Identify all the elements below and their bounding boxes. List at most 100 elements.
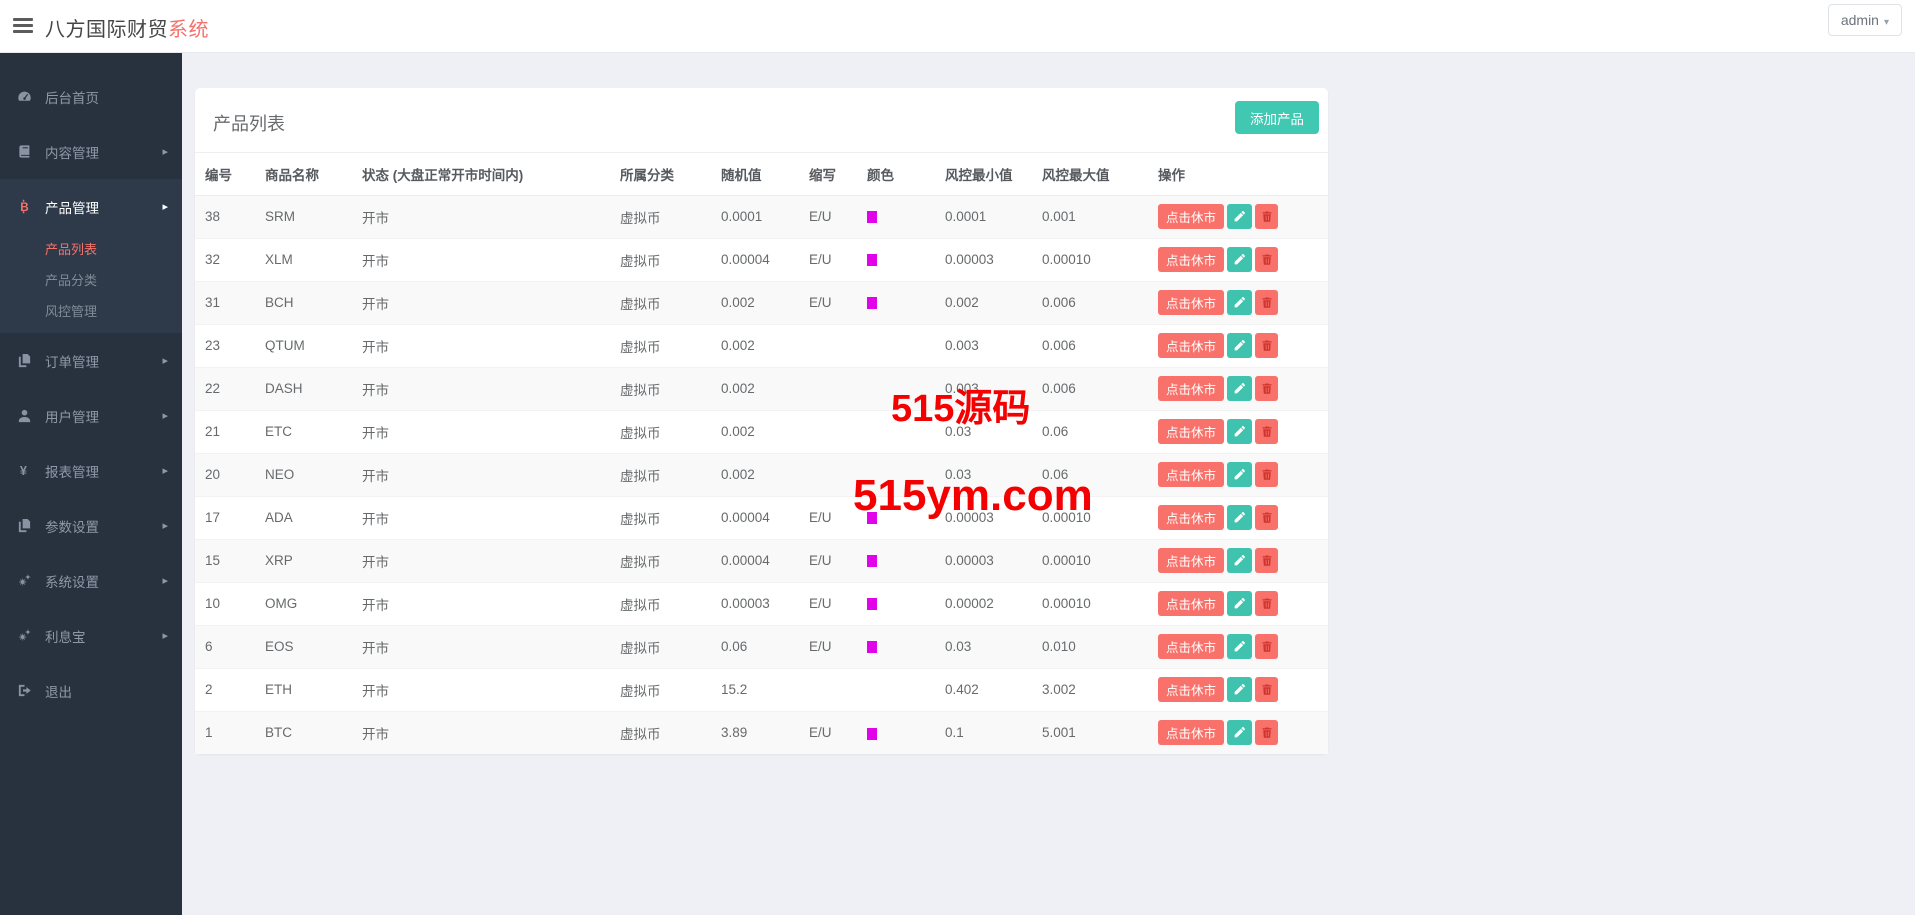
toggle-market-button[interactable]: 点击休市 [1158, 591, 1225, 616]
cell-id: 6 [195, 625, 255, 669]
table-row: 22 DASH 开市 虚拟币 0.002 0.003 0.006 点击休市 [195, 367, 1328, 411]
toggle-market-button[interactable]: 点击休市 [1158, 634, 1225, 659]
cell-random: 0.002 [711, 453, 799, 497]
cell-category: 虚拟币 [610, 625, 711, 669]
cell-category: 虚拟币 [610, 238, 711, 282]
cell-status: 开市 [352, 496, 610, 540]
cell-status: 开市 [352, 539, 610, 583]
column-header: 颜色 [857, 153, 935, 196]
delete-button[interactable] [1255, 290, 1279, 315]
cell-id: 17 [195, 496, 255, 540]
delete-button[interactable] [1255, 720, 1279, 746]
column-header: 操作 [1148, 153, 1328, 196]
delete-button[interactable] [1255, 634, 1279, 659]
cell-status: 开市 [352, 281, 610, 325]
sidebar-item-0[interactable]: 后台首页 [0, 69, 182, 124]
cell-status: 开市 [362, 726, 389, 742]
edit-button[interactable] [1227, 419, 1253, 444]
cell-id: 38 [195, 195, 255, 239]
edit-button[interactable] [1227, 376, 1253, 401]
delete-button[interactable] [1255, 591, 1279, 616]
toggle-market-button[interactable]: 点击休市 [1158, 333, 1225, 358]
sidebar-item-6[interactable]: 参数设置 ▸ [0, 498, 182, 553]
cell-max: 0.06 [1032, 453, 1148, 497]
sidebar-item-8[interactable]: 利息宝 ▸ [0, 608, 182, 663]
edit-button[interactable] [1227, 677, 1253, 702]
cell-actions: 点击休市 [1148, 539, 1328, 583]
sidebar-item-3[interactable]: 订单管理 ▸ [0, 333, 182, 388]
sidebar-item-4[interactable]: 用户管理 ▸ [0, 388, 182, 443]
cell-abbr: E/U [799, 539, 857, 583]
table-header-row: 编号 商品名称 状态 (大盘正常开市时间内) 所属分类 随机值 缩写 颜色 风控最小值 风控最大… [195, 153, 1328, 196]
delete-button[interactable] [1255, 548, 1279, 573]
edit-button[interactable] [1227, 333, 1253, 358]
delete-button[interactable] [1255, 333, 1279, 358]
delete-button[interactable] [1255, 204, 1279, 229]
cell-category: 虚拟币 [610, 281, 711, 325]
delete-button[interactable] [1255, 505, 1279, 530]
sidebar-subitem[interactable]: 产品分类 [45, 273, 98, 288]
svg-text:¥: ¥ [20, 464, 27, 478]
toggle-market-button[interactable]: 点击休市 [1158, 505, 1225, 530]
edit-button[interactable] [1227, 720, 1253, 746]
cell-max: 5.001 [1042, 725, 1076, 741]
color-swatch [867, 297, 877, 310]
delete-button[interactable] [1255, 677, 1279, 702]
sidebar-item-5[interactable]: ¥ 报表管理 ▸ [0, 443, 182, 498]
edit-button[interactable] [1227, 247, 1253, 272]
gears-icon [17, 573, 45, 588]
chevron-right-icon: ▸ [162, 465, 168, 477]
toggle-market-button[interactable]: 点击休市 [1158, 247, 1225, 272]
delete-button[interactable] [1255, 247, 1279, 272]
cell-category: 虚拟币 [610, 410, 711, 454]
sidebar-item-label: 内容管理 [45, 145, 99, 161]
edit-button[interactable] [1227, 290, 1253, 315]
sidebar-subitem[interactable]: 风控管理 [45, 304, 98, 319]
cell-status: 开市 [352, 582, 610, 626]
user-menu[interactable]: admin ▾ [1827, 4, 1902, 36]
toggle-market-button[interactable]: 点击休市 [1158, 419, 1225, 444]
toggle-market-button[interactable]: 点击休市 [1158, 720, 1225, 746]
cell-min: 0.00003 [935, 496, 1032, 540]
sidebar-subitem[interactable]: 产品列表 [45, 242, 98, 257]
delete-button[interactable] [1255, 419, 1279, 444]
cell-color [857, 582, 935, 626]
cell-actions: 点击休市 [1148, 195, 1328, 239]
cell-color [857, 711, 935, 754]
cell-name: OMG [255, 582, 352, 626]
delete-button[interactable] [1255, 376, 1279, 401]
cell-name: SRM [255, 195, 352, 239]
toggle-market-button[interactable]: 点击休市 [1158, 376, 1225, 401]
cell-actions: 点击休市 [1148, 410, 1328, 454]
sidebar-item-1[interactable]: 内容管理 ▸ [0, 124, 182, 179]
add-product-button[interactable]: 添加产品 [1235, 101, 1319, 134]
edit-button[interactable] [1227, 591, 1253, 616]
edit-button[interactable] [1227, 462, 1253, 487]
cell-id: 23 [195, 324, 255, 368]
hamburger-menu-icon[interactable] [13, 18, 33, 34]
toggle-market-button[interactable]: 点击休市 [1158, 677, 1225, 702]
delete-button[interactable] [1255, 462, 1279, 487]
edit-button[interactable] [1227, 634, 1253, 659]
cell-name: QTUM [255, 324, 352, 368]
brand-primary: 八方国际财贸 [45, 19, 168, 41]
toggle-market-button[interactable]: 点击休市 [1158, 462, 1225, 487]
column-header: 状态 (大盘正常开市时间内) [352, 153, 610, 196]
sidebar-item-label: 参数设置 [45, 519, 99, 535]
panel-header: 产品列表 添加产品 [195, 88, 1328, 153]
cell-status: 开市 [352, 238, 610, 282]
cell-id: 10 [195, 582, 255, 626]
chevron-right-icon: ▸ [162, 410, 168, 422]
toggle-market-button[interactable]: 点击休市 [1158, 204, 1225, 229]
sidebar-item-2[interactable]: B 产品管理 ▸ [0, 179, 182, 234]
product-table-body: 38 SRM 开市 虚拟币 0.0001 E/U 0.0001 0.001 点击休市 32 XLM 开… [195, 195, 1328, 754]
cell-min: 0.402 [935, 668, 1032, 712]
sidebar-item-9[interactable]: 退出 [0, 663, 182, 718]
sidebar-item-7[interactable]: 系统设置 ▸ [0, 553, 182, 608]
edit-button[interactable] [1227, 505, 1253, 530]
cell-actions: 点击休市 [1148, 625, 1328, 669]
toggle-market-button[interactable]: 点击休市 [1158, 290, 1225, 315]
toggle-market-button[interactable]: 点击休市 [1158, 548, 1225, 573]
edit-button[interactable] [1227, 204, 1253, 229]
edit-button[interactable] [1227, 548, 1253, 573]
